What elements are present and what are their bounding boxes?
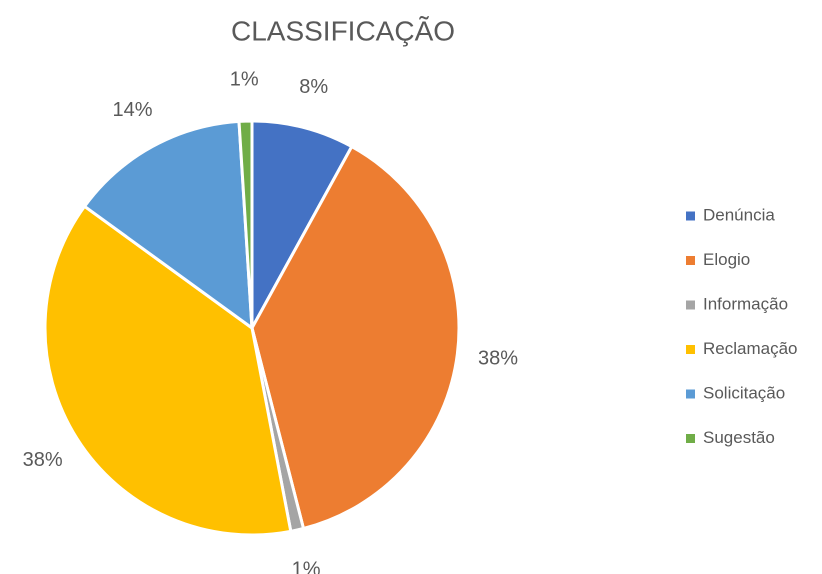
data-label: 14% xyxy=(113,99,153,121)
chart-title: CLASSIFICAÇÃO xyxy=(231,15,455,46)
legend-swatch xyxy=(686,389,695,399)
legend-label: Reclamação xyxy=(703,339,798,358)
pie-slice xyxy=(43,204,293,537)
data-label: 38% xyxy=(23,449,63,471)
legend-label: Denúncia xyxy=(703,205,775,224)
data-label: 38% xyxy=(478,347,518,369)
legend-label: Informação xyxy=(703,294,788,313)
pie-slice xyxy=(237,119,254,329)
legend-label: Sugestão xyxy=(703,428,775,447)
legend-swatch xyxy=(686,300,695,310)
legend-swatch xyxy=(686,256,695,265)
data-label: 1% xyxy=(292,558,321,574)
pie-slice xyxy=(250,119,354,329)
data-label: 8% xyxy=(299,76,328,98)
pie-slice xyxy=(82,119,254,332)
pie-slice xyxy=(250,144,461,531)
legend-swatch xyxy=(686,345,695,354)
legend-label: Solicitação xyxy=(703,383,785,402)
data-label: 1% xyxy=(230,68,259,90)
legend-swatch xyxy=(686,211,695,221)
legend-label: Elogio xyxy=(703,250,750,269)
legend-swatch xyxy=(686,434,695,443)
